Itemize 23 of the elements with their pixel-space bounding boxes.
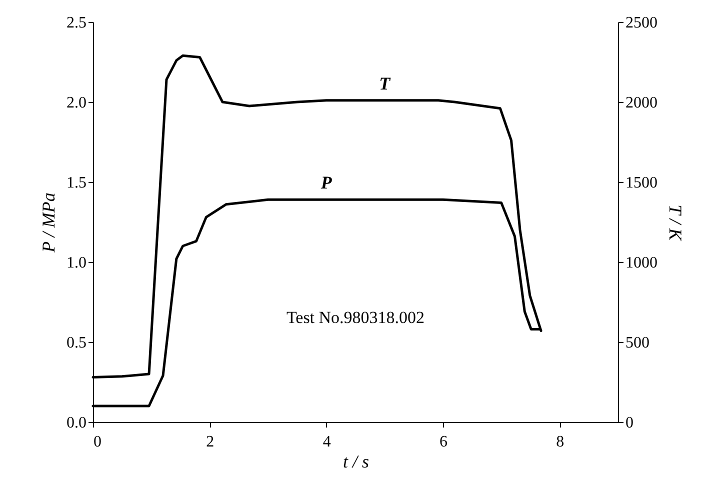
x-tick-label: 6 xyxy=(440,434,448,450)
y-tick-label: 2.0 xyxy=(66,94,86,112)
y2-tick-label: 2500 xyxy=(626,14,658,32)
x-tick-label: 0 xyxy=(94,434,102,450)
y-tick-label: 1.5 xyxy=(66,174,86,192)
x-axis-title: t / s xyxy=(342,452,370,472)
y2-tick-label: 1000 xyxy=(626,254,658,272)
y-tick-label: 0.5 xyxy=(66,334,86,352)
y2-tick-label: 0 xyxy=(626,414,634,432)
x-tick-label: 8 xyxy=(556,434,564,450)
x-tick-label: 2 xyxy=(206,434,214,450)
y2-tick-label: 1500 xyxy=(626,174,658,192)
y-axis-title: P / MPa xyxy=(38,192,58,254)
y2-tick-label: 500 xyxy=(626,334,650,352)
x-tick-label: 4 xyxy=(322,434,331,450)
annotation: Test No.980318.002 xyxy=(286,308,425,327)
y-tick-label: 2.5 xyxy=(66,14,86,32)
series-label: P xyxy=(320,172,333,193)
series-label: T xyxy=(379,73,392,94)
y-tick-label: 1.0 xyxy=(66,254,86,272)
y2-tick-label: 2000 xyxy=(626,94,658,112)
y-tick-label: 0.0 xyxy=(66,414,86,432)
y2-axis-title: T / K xyxy=(666,204,686,242)
